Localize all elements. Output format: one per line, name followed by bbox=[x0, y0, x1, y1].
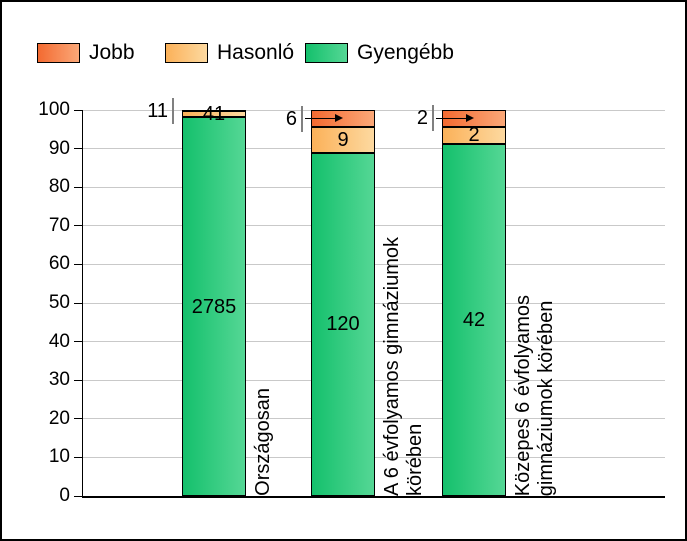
bar-value-label-gyengebb: 120 bbox=[326, 313, 360, 336]
y-tick-label: 0 bbox=[59, 485, 70, 506]
leader-line bbox=[301, 105, 303, 132]
y-axis-tick bbox=[74, 263, 82, 265]
y-tick-label: 70 bbox=[48, 214, 70, 236]
legend-label-hasonlo: Hasonló bbox=[217, 41, 295, 64]
y-axis-tick bbox=[74, 302, 82, 304]
y-tick-label: 10 bbox=[48, 446, 70, 468]
bar-value-label-gyengebb: 2785 bbox=[191, 295, 237, 318]
y-tick-label: 100 bbox=[38, 99, 70, 120]
y-axis-tick bbox=[74, 379, 82, 381]
bar-value-label-jobb: 6 bbox=[285, 107, 297, 130]
bar-segment-gyengebb bbox=[442, 143, 506, 496]
category-label-line: gimnáziumok körében bbox=[535, 300, 557, 496]
y-axis-tick bbox=[74, 418, 82, 420]
legend-label-jobb: Jobb bbox=[89, 41, 135, 64]
category-label-line: körében bbox=[404, 423, 426, 496]
y-tick-label: 40 bbox=[48, 330, 70, 352]
legend-swatch-hasonlo bbox=[165, 43, 208, 63]
y-axis-tick bbox=[74, 456, 82, 458]
y-axis-tick bbox=[74, 495, 82, 497]
legend-item-hasonlo: Hasonló bbox=[165, 41, 294, 65]
category-label: Országosan bbox=[252, 388, 275, 496]
category-label: A 6 évfolyamos gimnáziumok körében bbox=[381, 237, 427, 496]
y-axis-tick bbox=[74, 148, 82, 150]
bar-value-label-gyengebb: 42 bbox=[462, 308, 486, 331]
y-axis-tick bbox=[74, 186, 82, 188]
bar-segment-gyengebb bbox=[311, 152, 375, 496]
category-label-line: Országosan bbox=[252, 388, 274, 496]
y-tick-label: 30 bbox=[48, 369, 70, 391]
y-axis-tick bbox=[74, 109, 82, 111]
category-label-line: Közepes 6 évfolyamos bbox=[512, 294, 534, 496]
bar-value-label-hasonlo: 41 bbox=[202, 103, 226, 126]
legend-label-gyengebb: Gyengébb bbox=[357, 41, 454, 64]
bar-value-label-jobb: 2 bbox=[416, 107, 428, 130]
bar-value-label-hasonlo: 2 bbox=[468, 124, 480, 147]
legend-swatch-gyengebb bbox=[305, 43, 348, 63]
legend-swatch-jobb bbox=[37, 43, 80, 63]
x-axis-line bbox=[82, 496, 665, 498]
leader-arrow-shaft bbox=[305, 118, 336, 120]
y-tick-label: 80 bbox=[48, 176, 70, 198]
y-tick-label: 20 bbox=[48, 407, 70, 429]
bar-segment-hasonlo bbox=[311, 127, 375, 153]
y-axis-line bbox=[82, 110, 83, 496]
bar-segment-hasonlo bbox=[442, 126, 506, 144]
leader-arrow-shaft bbox=[436, 117, 467, 119]
leader-arrowhead-icon bbox=[466, 113, 474, 122]
y-axis-tick bbox=[74, 225, 82, 227]
bar-value-label-jobb: 11 bbox=[147, 99, 168, 122]
category-label: Közepes 6 évfolyamos gimnáziumok körében bbox=[512, 295, 558, 496]
bar-segment-jobb bbox=[182, 110, 246, 112]
y-tick-label: 60 bbox=[48, 253, 70, 275]
bar-value-label-hasonlo: 9 bbox=[337, 129, 349, 152]
bar-segment-gyengebb bbox=[182, 117, 246, 496]
legend-item-gyengebb: Gyengébb bbox=[305, 41, 454, 65]
leader-arrowhead-icon bbox=[335, 114, 343, 123]
leader-line bbox=[172, 97, 174, 124]
y-tick-label: 90 bbox=[48, 137, 70, 159]
category-label-line: A 6 évfolyamos gimnáziumok bbox=[381, 236, 403, 496]
y-tick-label: 50 bbox=[48, 292, 70, 313]
leader-line bbox=[432, 105, 434, 132]
legend-item-jobb: Jobb bbox=[37, 41, 135, 65]
y-axis-tick bbox=[74, 341, 82, 343]
